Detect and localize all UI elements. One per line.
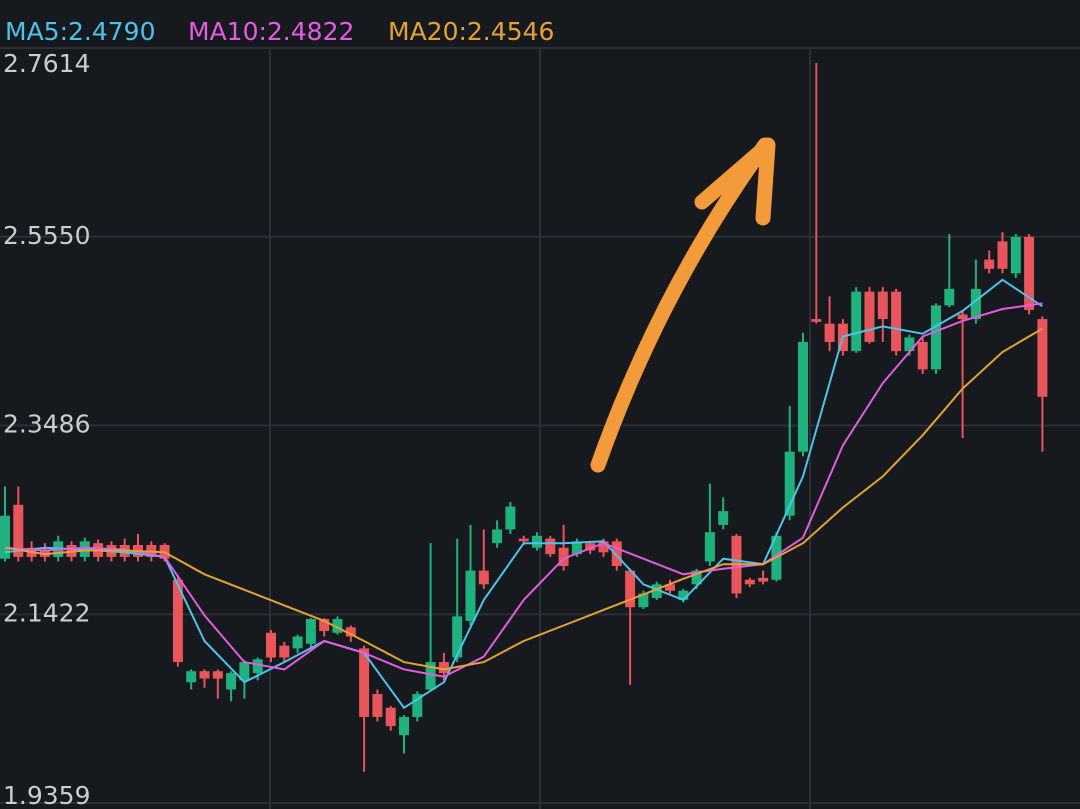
candle-body xyxy=(651,584,662,599)
candle-body xyxy=(385,707,396,727)
candle-body xyxy=(425,662,436,690)
candle-body xyxy=(518,538,529,542)
candle-body xyxy=(824,323,835,342)
candle-body xyxy=(172,579,183,663)
candle-body xyxy=(252,659,263,674)
candle-body xyxy=(877,291,888,320)
candle-body xyxy=(704,532,715,562)
legend-entry: MA10:2.4822 xyxy=(188,17,354,46)
candle-body xyxy=(784,451,795,516)
candle-body xyxy=(864,291,875,342)
candle-body xyxy=(931,305,941,370)
candle-body xyxy=(438,662,449,674)
candle-body xyxy=(917,341,928,370)
candle-body xyxy=(744,579,755,585)
ma-line xyxy=(4,302,1043,678)
candle-body xyxy=(611,541,622,567)
candle-body xyxy=(585,543,596,551)
candle-body xyxy=(239,662,250,681)
trend-arrow xyxy=(590,137,776,473)
candle-body xyxy=(625,570,636,608)
candle-body xyxy=(571,541,582,555)
candle-body xyxy=(970,288,981,320)
candle-body xyxy=(319,619,330,631)
y-tick-label: 2.3486 xyxy=(3,410,90,439)
candle-body xyxy=(997,241,1008,269)
candle-body xyxy=(545,538,556,555)
candle-body xyxy=(558,547,569,567)
ma-lines xyxy=(4,278,1043,710)
candle-body xyxy=(478,570,489,585)
candle-body xyxy=(811,319,822,322)
candle-body xyxy=(691,570,702,585)
candle-body xyxy=(678,590,689,600)
candle-body xyxy=(1010,236,1021,274)
candle-body xyxy=(904,337,915,352)
candle-body xyxy=(412,694,423,717)
legend: MA5:2.4790 MA10:2.4822 MA20:2.4546 xyxy=(5,17,554,46)
candle-body xyxy=(226,673,237,690)
candle-body xyxy=(505,506,516,530)
candle-body xyxy=(665,584,675,591)
candle-body xyxy=(798,341,808,452)
candle-body xyxy=(957,314,968,320)
candle-body xyxy=(718,511,729,525)
candle-body xyxy=(0,515,10,559)
legend-entry: MA20:2.4546 xyxy=(388,17,554,46)
candle-body xyxy=(266,632,276,658)
candle-body xyxy=(598,541,609,553)
legend-entry: MA5:2.4790 xyxy=(5,17,155,46)
candle-body xyxy=(359,648,370,717)
candle-body xyxy=(305,619,316,644)
ma-line xyxy=(4,278,1043,710)
candle-body xyxy=(279,645,290,658)
candle-body xyxy=(186,671,197,683)
arrow-shaft xyxy=(590,137,773,473)
candle-body xyxy=(532,535,542,548)
candle-body xyxy=(492,529,503,544)
candle-body xyxy=(1024,236,1035,310)
candle-body xyxy=(984,259,995,269)
candle-body xyxy=(891,291,902,352)
y-tick-label: 2.5550 xyxy=(3,221,90,250)
candle-body xyxy=(758,577,769,582)
candle-body xyxy=(1037,319,1048,397)
y-tick-label: 2.1422 xyxy=(3,598,90,627)
candle-body xyxy=(332,619,343,633)
y-tick-label: 1.9359 xyxy=(3,781,90,809)
candle-body xyxy=(399,716,409,736)
candle-body xyxy=(199,671,210,679)
candle-body xyxy=(851,291,862,352)
ma-line xyxy=(4,327,1043,671)
arrow-head xyxy=(694,137,776,226)
candle-body xyxy=(212,671,223,679)
candle-body xyxy=(13,504,24,557)
candle-body xyxy=(372,694,383,717)
y-tick-label: 2.7614 xyxy=(3,49,90,78)
candle-body xyxy=(465,570,476,621)
candle-body xyxy=(292,636,303,649)
candle-body xyxy=(638,593,649,608)
labels: 2.7614 2.5550 2.3486 2.1422 1.9359 xyxy=(3,49,90,809)
candle-body xyxy=(944,288,955,306)
candle-body xyxy=(452,616,463,658)
candle-body xyxy=(345,627,356,637)
